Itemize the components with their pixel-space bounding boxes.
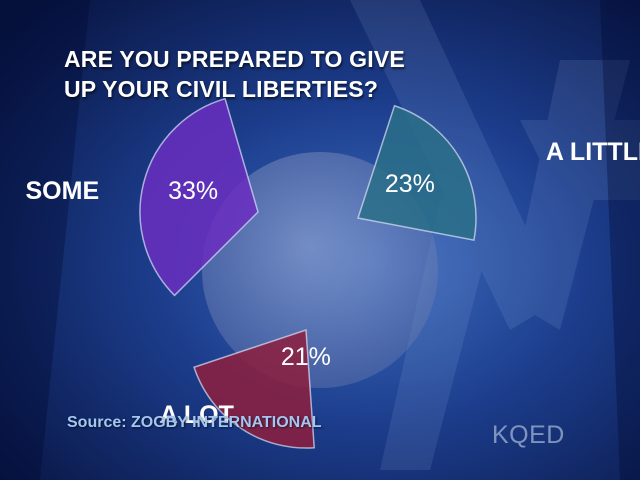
pie-slice-a-lot	[193, 328, 316, 449]
slice-value-a-little: 23%	[385, 170, 435, 198]
slice-label-a-little: A LITTLE	[546, 138, 640, 166]
chart-title-line-2: UP YOUR CIVIL LIBERTIES?	[64, 76, 379, 102]
slice-value-some: 33%	[168, 177, 218, 205]
chart-title-line-1: ARE YOU PREPARED TO GIVE	[64, 46, 405, 72]
pie-slice-a-little	[357, 104, 477, 241]
source-note: Source: ZOGBY INTERNATIONAL	[67, 414, 322, 431]
slice-label-a-lot: A LOT	[160, 401, 234, 429]
chart-title: ARE YOU PREPARED TO GIVE UP YOUR CIVIL L…	[64, 44, 405, 104]
pie-slice-some	[139, 97, 259, 297]
slice-value-a-lot: 21%	[281, 343, 331, 371]
kqed-logo: KQED	[492, 421, 565, 449]
slice-label-some: SOME	[26, 177, 100, 205]
